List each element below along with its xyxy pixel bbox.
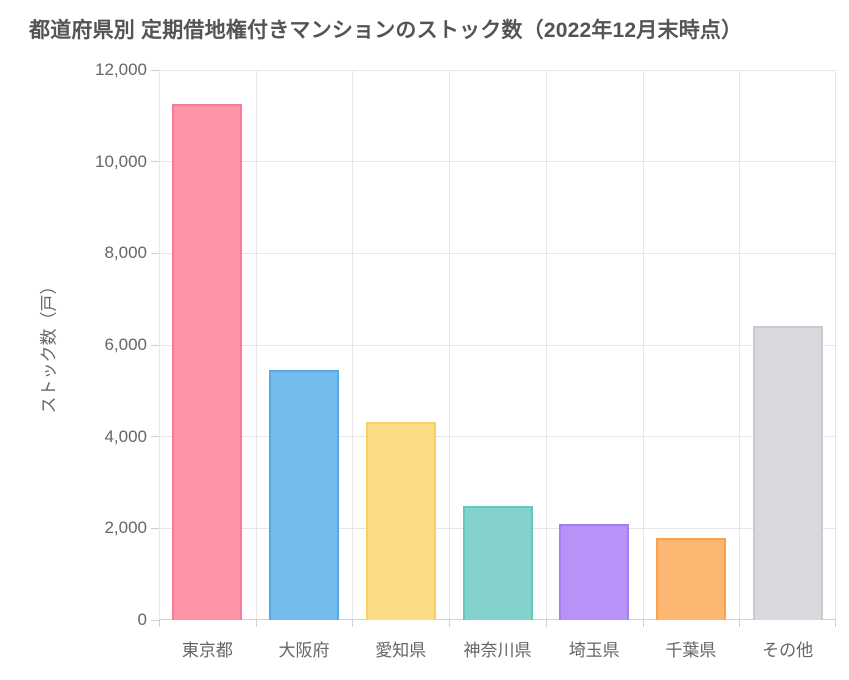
bar xyxy=(172,104,243,620)
gridline-vertical xyxy=(256,70,257,620)
x-tick-mark xyxy=(739,620,740,627)
x-tick-mark xyxy=(643,620,644,627)
x-tick-mark xyxy=(449,620,450,627)
x-tick-mark xyxy=(159,620,160,627)
bar xyxy=(365,422,436,620)
gridline-vertical xyxy=(159,70,160,620)
bar xyxy=(269,370,340,620)
x-tick-mark xyxy=(352,620,353,627)
gridline-vertical xyxy=(546,70,547,620)
y-tick-label: 8,000 xyxy=(104,243,147,263)
gridline-vertical xyxy=(449,70,450,620)
gridline-vertical xyxy=(643,70,644,620)
chart-title: 都道府県別 定期借地権付きマンションのストック数（2022年12月末時点） xyxy=(29,19,743,42)
y-tick-label: 4,000 xyxy=(104,426,147,446)
x-tick-mark xyxy=(256,620,257,627)
gridline-vertical xyxy=(835,70,836,620)
y-axis-tick-labels: 0 2,000 4,000 6,000 8,000 10,000 12,000 xyxy=(50,60,147,629)
x-category-label: 千葉県 xyxy=(665,641,717,660)
x-axis-labels: 東京都 大阪府 愛知県 神奈川県 埼玉県 千葉県 その他 xyxy=(159,636,836,660)
y-tick-mark xyxy=(151,161,159,163)
y-tick-mark xyxy=(151,527,159,529)
x-category-label: 大阪府 xyxy=(278,641,330,660)
gridline-horizontal xyxy=(159,436,836,438)
x-tick-mark xyxy=(835,620,836,627)
y-tick-mark xyxy=(151,436,159,438)
y-tick-mark xyxy=(151,619,159,621)
y-tick-label: 12,000 xyxy=(95,60,147,79)
y-tick-label: 10,000 xyxy=(95,151,147,171)
x-category-label: 東京都 xyxy=(181,641,233,660)
gridline-vertical xyxy=(739,70,740,620)
bar xyxy=(559,524,630,620)
gridline-horizontal xyxy=(159,344,836,346)
y-tick-mark xyxy=(151,69,159,71)
plot-area xyxy=(151,69,836,627)
y-tick-mark xyxy=(151,252,159,254)
y-tick-label: 0 xyxy=(137,610,147,629)
bar xyxy=(655,538,726,620)
gridline-horizontal xyxy=(159,69,836,71)
x-category-label: その他 xyxy=(762,641,814,660)
x-tick-mark xyxy=(546,620,547,627)
bar xyxy=(752,326,823,620)
x-category-label: 埼玉県 xyxy=(568,641,620,660)
gridline-vertical xyxy=(352,70,353,620)
x-category-label: 愛知県 xyxy=(375,641,427,660)
bar xyxy=(462,506,533,620)
y-tick-mark xyxy=(151,344,159,346)
gridline-horizontal xyxy=(159,161,836,163)
x-category-label: 神奈川県 xyxy=(463,641,532,660)
gridline-horizontal xyxy=(159,252,836,254)
y-tick-label: 2,000 xyxy=(104,518,147,538)
y-tick-label: 6,000 xyxy=(104,335,147,354)
